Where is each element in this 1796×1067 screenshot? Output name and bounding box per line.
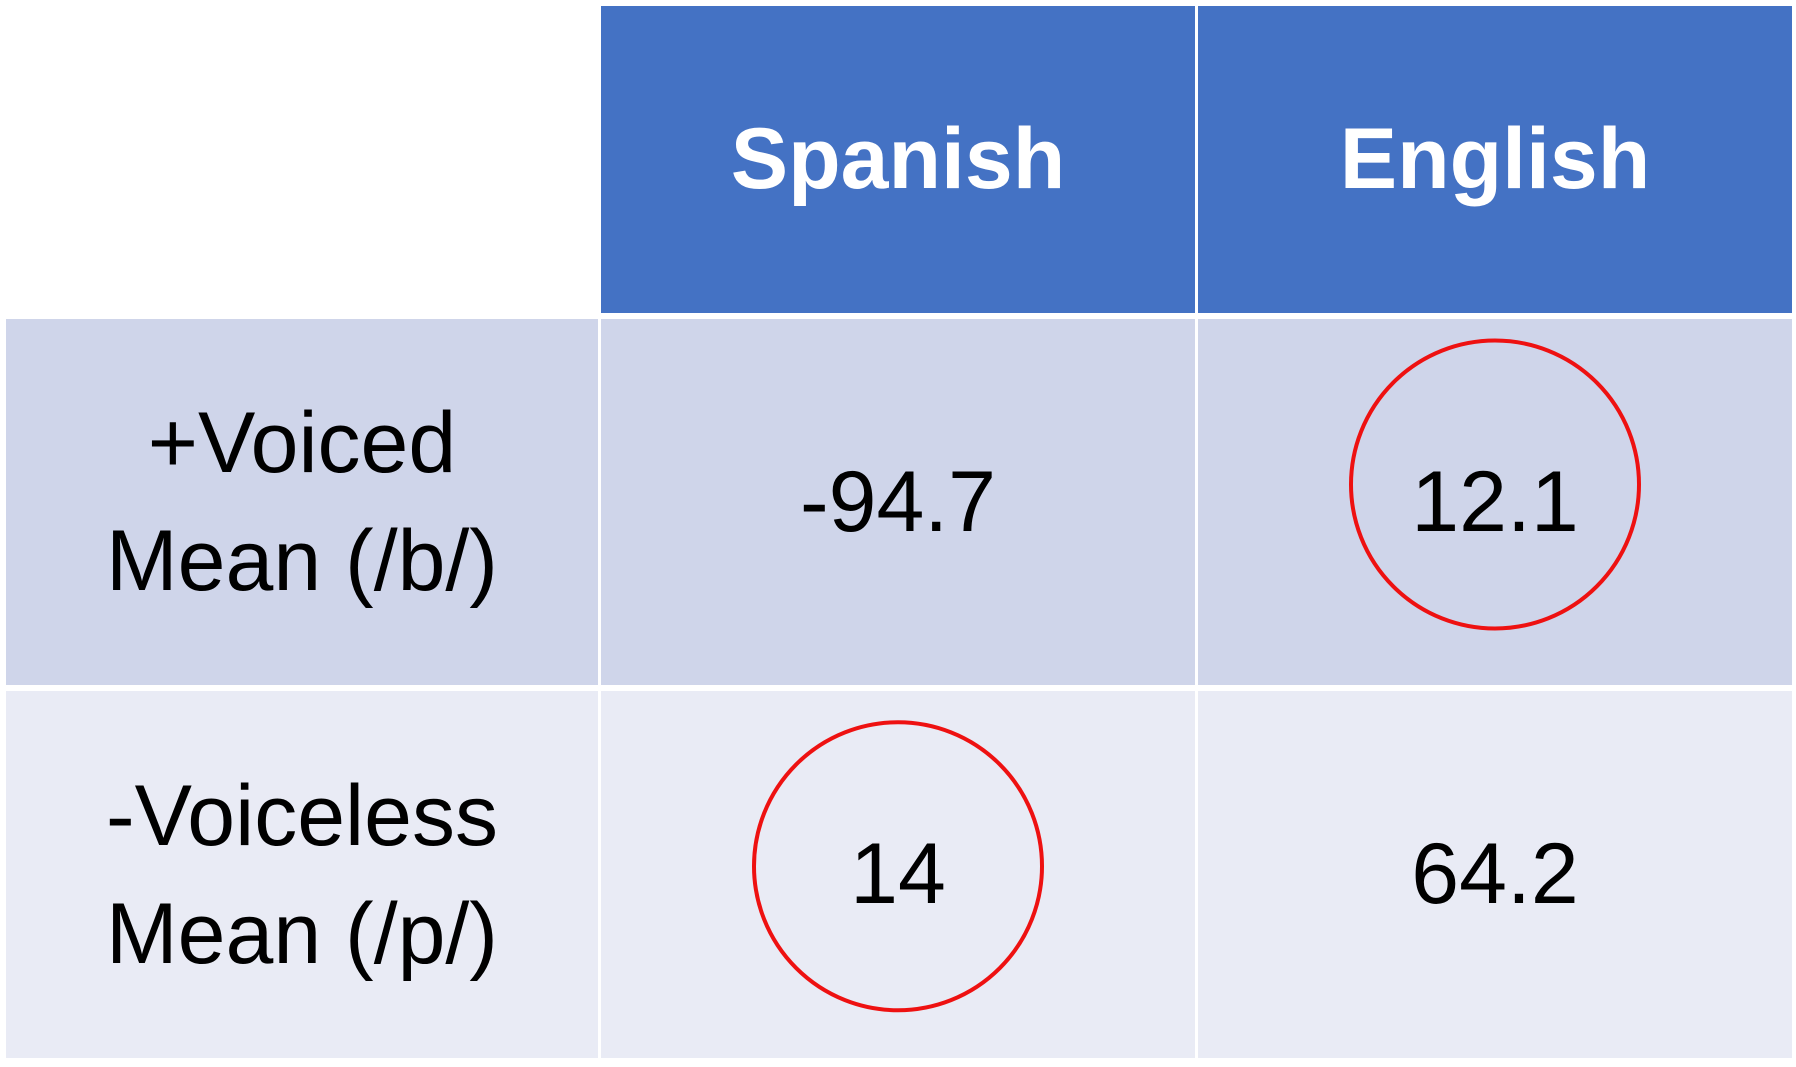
row-header-line1: -Voiceless [106, 767, 498, 864]
column-header-label: English [1339, 111, 1651, 207]
row-header-line1: +Voiced [147, 395, 457, 491]
row-header-voiceless: -Voiceless Mean (/p/) [6, 691, 598, 1058]
data-table: Spanish English +Voiced Mean (/b/) -94.7… [6, 6, 1792, 1058]
cell-value: 64.2 [1411, 826, 1579, 922]
cell-voiced-english: 12.1 [1198, 319, 1792, 685]
row-header-line2: Mean (/b/) [106, 513, 498, 609]
cell-value: 12.1 [1411, 453, 1579, 550]
row-header-voiced: +Voiced Mean (/b/) [6, 319, 598, 685]
column-header-spanish: Spanish [601, 6, 1195, 313]
corner-cell [6, 6, 598, 313]
cell-value: -94.7 [799, 453, 997, 550]
cell-voiceless-english: 64.2 [1198, 691, 1792, 1058]
cell-value: 14 [850, 826, 946, 922]
column-header-label: Spanish [730, 111, 1066, 207]
cell-voiced-spanish: -94.7 [601, 319, 1195, 685]
column-header-english: English [1198, 6, 1792, 313]
row-header-line2: Mean (/p/) [106, 885, 498, 982]
cell-voiceless-spanish: 14 [601, 691, 1195, 1058]
